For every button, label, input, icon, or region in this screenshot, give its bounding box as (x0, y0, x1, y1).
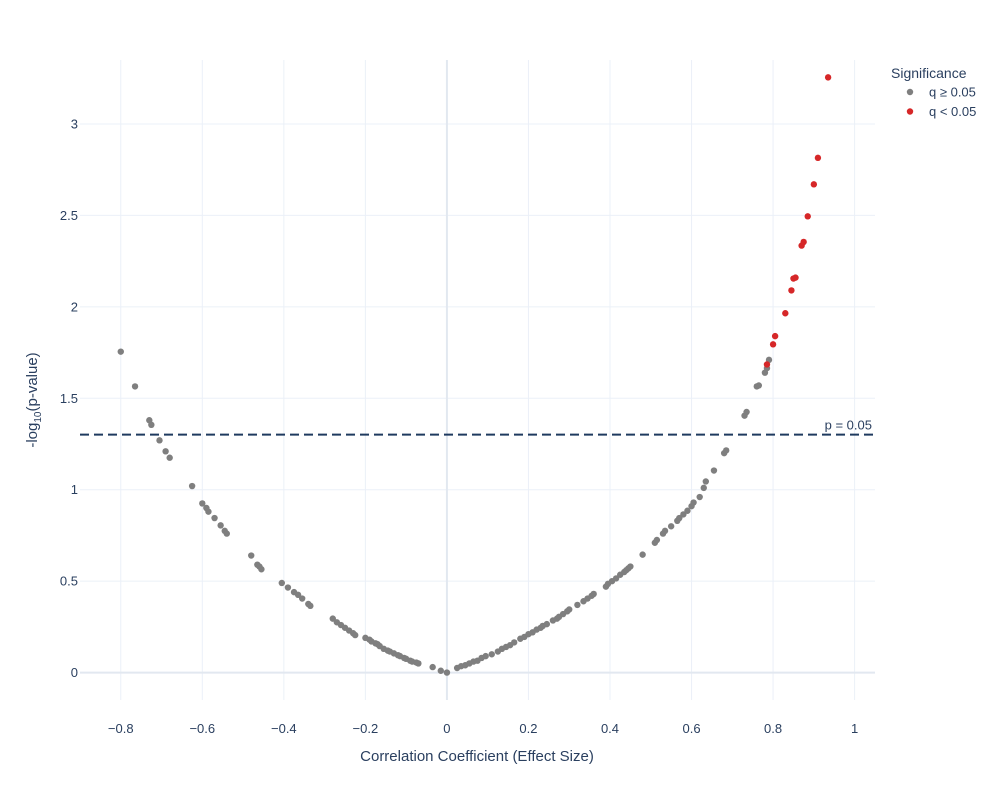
data-point (667, 523, 675, 530)
series-not-significant (117, 348, 773, 676)
data-point (298, 595, 306, 602)
data-point (148, 421, 155, 428)
data-point (680, 511, 687, 518)
x-axis-ticks: −0.8 −0.6 −0.4 −0.2 0 0.2 0.4 0.6 0.8 1 (108, 721, 858, 736)
y-tick-label: 2 (71, 299, 78, 314)
x-tick-label: 0.8 (764, 721, 782, 736)
y-tick-label: 1 (71, 482, 78, 497)
data-point (329, 615, 336, 622)
data-point (205, 508, 212, 515)
legend-marker (906, 88, 914, 96)
data-point (771, 332, 779, 340)
x-tick-label: −0.2 (353, 721, 379, 736)
data-point (700, 484, 707, 492)
y-axis-title-subscript: 10 (33, 411, 44, 423)
data-point (696, 493, 703, 501)
data-point (278, 579, 286, 587)
x-tick-label: 1 (851, 721, 858, 736)
data-point (639, 551, 646, 558)
y-axis-title: -log10(p-value) (24, 352, 44, 447)
data-point (211, 514, 218, 522)
data-point (810, 181, 818, 188)
y-axis-title-main: -log (24, 423, 41, 448)
data-point (566, 606, 573, 613)
series-significant (763, 74, 832, 368)
data-point (574, 601, 581, 609)
data-point (722, 447, 730, 454)
data-point (307, 602, 314, 610)
plot-background (80, 60, 875, 700)
data-point (284, 584, 292, 591)
data-point (223, 530, 230, 537)
data-point (429, 663, 436, 671)
data-point (769, 341, 777, 348)
data-point (248, 552, 255, 559)
data-point (482, 652, 489, 660)
data-point (627, 563, 634, 570)
data-point (612, 575, 620, 582)
data-point (743, 408, 750, 416)
data-point (543, 620, 551, 628)
x-axis-title: Correlation Coefficient (Effect Size) (360, 748, 594, 765)
data-point (351, 631, 359, 639)
data-point (690, 499, 697, 506)
significance-threshold: p = 0.05 (80, 418, 875, 436)
data-point (782, 310, 789, 317)
data-point (117, 348, 124, 355)
data-point (590, 590, 597, 598)
legend-marker (906, 108, 914, 115)
data-point (653, 536, 661, 544)
zero-lines (80, 60, 875, 700)
data-point (188, 482, 196, 490)
x-tick-label: 0.2 (519, 721, 537, 736)
x-tick-label: 0.4 (601, 721, 619, 736)
legend-label: q < 0.05 (929, 104, 976, 119)
x-tick-label: −0.6 (189, 721, 215, 736)
data-point (258, 566, 265, 573)
y-axis-ticks: 0 0.5 1 1.5 2 2.5 3 (60, 117, 78, 681)
x-tick-label: 0.6 (682, 721, 700, 736)
data-point (131, 383, 139, 390)
data-point (166, 454, 173, 461)
data-point (800, 238, 807, 246)
data-point (162, 448, 169, 455)
y-tick-label: 3 (71, 117, 78, 132)
data-point (788, 287, 795, 294)
data-point (676, 514, 683, 522)
data-point (488, 651, 495, 658)
data-point (804, 213, 811, 220)
y-tick-label: 0.5 (60, 574, 78, 589)
data-point (217, 522, 224, 529)
data-point (814, 154, 822, 162)
data-point (661, 527, 669, 535)
legend-label: q ≥ 0.05 (929, 85, 976, 100)
y-axis-title-tail: (p-value) (24, 352, 41, 411)
y-tick-label: 1.5 (60, 391, 78, 406)
threshold-label: p = 0.05 (825, 418, 872, 433)
data-point (415, 660, 422, 667)
data-point (763, 361, 771, 368)
legend-title: Significance (891, 65, 967, 81)
data-point (443, 669, 451, 676)
x-tick-label: −0.8 (108, 721, 134, 736)
data-point (755, 382, 763, 389)
data-point (792, 274, 799, 281)
data-point (437, 667, 445, 674)
data-point (199, 500, 206, 507)
legend: Significance q ≥ 0.05 q < 0.05 (891, 65, 976, 119)
x-tick-label: 0 (443, 721, 450, 736)
grid-lines (80, 60, 875, 700)
data-point (702, 478, 710, 485)
data-points (117, 74, 832, 676)
data-point (294, 591, 302, 599)
y-tick-label: 2.5 (60, 208, 78, 223)
y-tick-label: 0 (71, 665, 78, 680)
data-point (684, 507, 691, 514)
data-point (510, 639, 518, 646)
data-point (710, 467, 718, 474)
data-point (156, 437, 163, 444)
data-point (824, 74, 832, 81)
x-tick-label: −0.4 (271, 721, 297, 736)
